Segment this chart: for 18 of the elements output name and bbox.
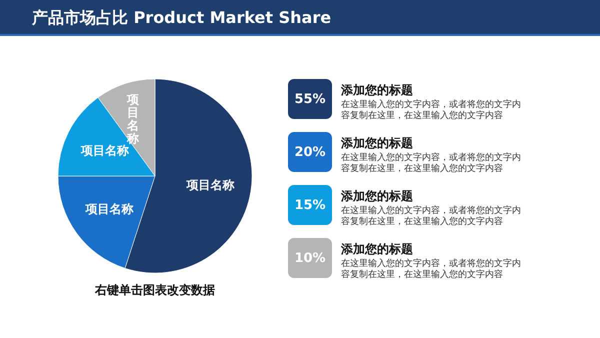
text: 15%: [294, 198, 326, 213]
text: 在这里输入您的文字内容，或者将您的文字内容复制在这里，在这里输入您的文字内容: [341, 205, 521, 227]
slice-label: 项目名称: [84, 202, 134, 216]
slice-label: 项目名称: [80, 143, 130, 158]
text: 添加您的标题: [340, 83, 413, 97]
text: 20%: [294, 145, 326, 160]
text: 10%: [294, 251, 326, 266]
text: 右键单击图表改变数据: [94, 283, 215, 297]
text: 添加您的标题: [340, 136, 413, 150]
slice-label: 项目名称: [186, 178, 236, 192]
text: 添加您的标题: [340, 242, 413, 256]
chart-title: 产品市场占比 Product Market Share: [31, 8, 332, 27]
text: 添加您的标题: [340, 189, 413, 203]
text: 在这里输入您的文字内容，或者将您的文字内容复制在这里，在这里输入您的文字内容: [341, 258, 521, 280]
text: 55%: [294, 92, 326, 107]
text: 在这里输入您的文字内容，或者将您的文字内容复制在这里，在这里输入您的文字内容: [341, 152, 521, 174]
slice-label: 项目名称: [126, 92, 140, 146]
text: 在这里输入您的文字内容，或者将您的文字内容复制在这里，在这里输入您的文字内容: [341, 99, 521, 121]
